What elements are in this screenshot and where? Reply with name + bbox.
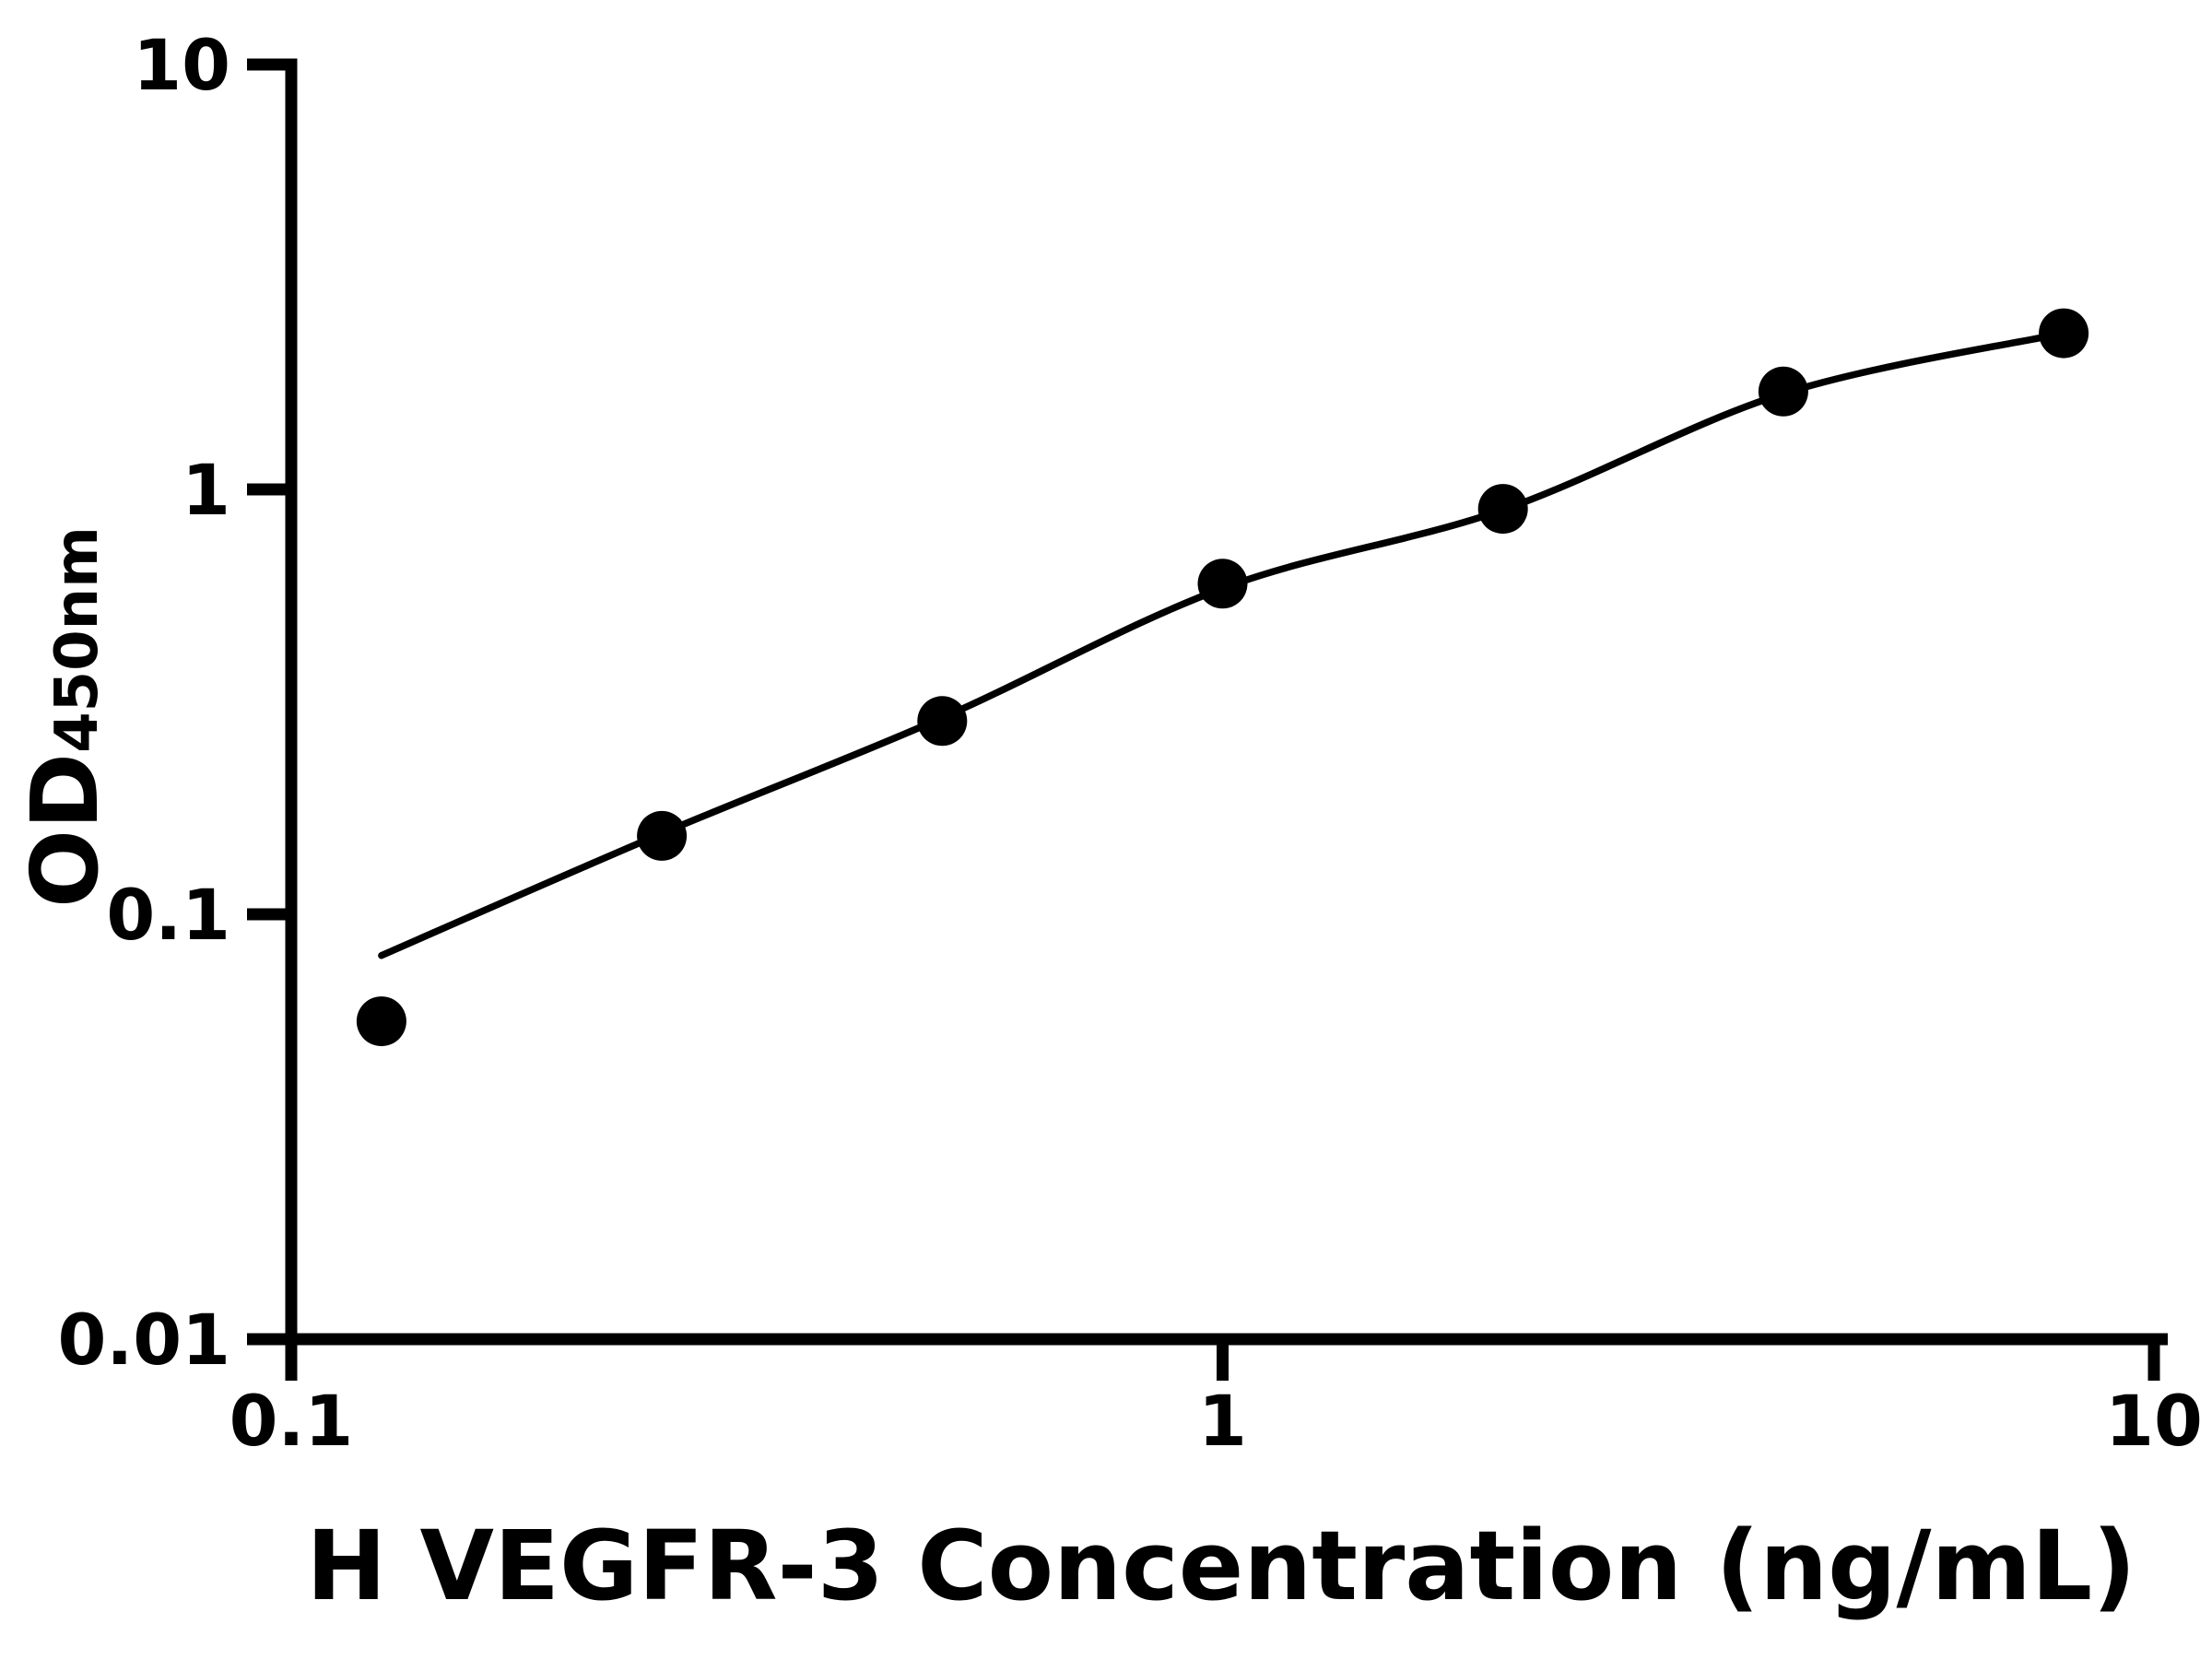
y-tick-label: 10 [133, 24, 230, 106]
data-point [1758, 366, 1808, 417]
x-tick-label: 0.1 [229, 1380, 354, 1462]
data-point [1477, 484, 1528, 535]
fit-curve [378, 329, 2067, 959]
x-axis-title: H VEGFR-3 Concentration (ng/mL) [306, 1510, 2136, 1622]
y-axis-title-main: OD [11, 753, 119, 908]
data-point [637, 810, 688, 861]
x-tick-label: 10 [2105, 1380, 2203, 1462]
fit-curve-group [378, 329, 2067, 959]
data-point [1197, 559, 1248, 609]
y-tick-label: 1 [182, 449, 230, 531]
axes [285, 58, 2168, 1381]
data-point [356, 996, 406, 1047]
y-axis-title-subscript: 450nm [43, 526, 112, 753]
y-axis-title: OD450nm [11, 526, 119, 908]
y-tick-label: 0.1 [106, 874, 230, 956]
data-series [356, 308, 2089, 1047]
data-point [2039, 308, 2089, 359]
y-tick-label: 0.01 [57, 1299, 230, 1381]
data-point [917, 696, 968, 747]
axis-ticks [247, 58, 2160, 1381]
x-tick-label: 1 [1198, 1380, 1247, 1462]
